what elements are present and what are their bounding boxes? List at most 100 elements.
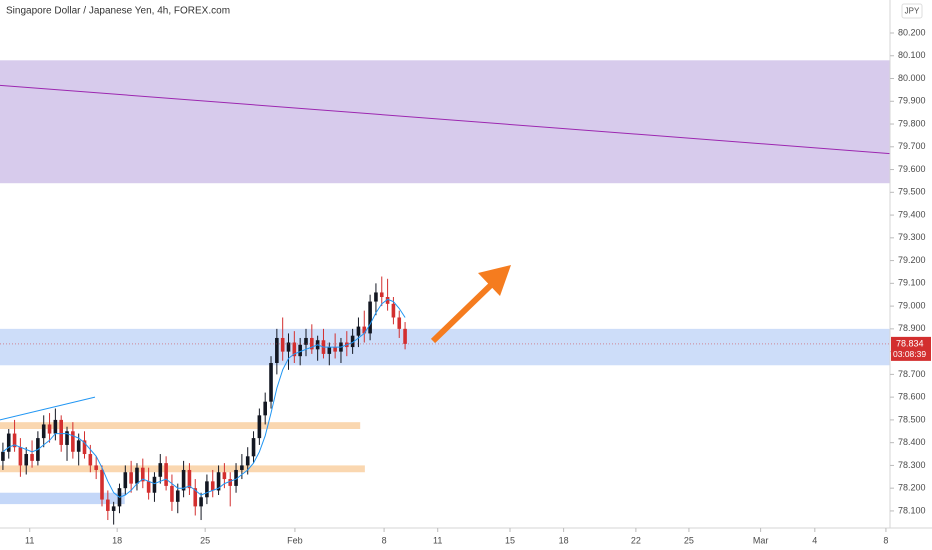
y-tick-label: 79.900 [898, 96, 926, 106]
y-tick-label: 78.500 [898, 414, 926, 424]
candle-body [175, 490, 180, 502]
candle-body [385, 297, 390, 304]
y-tick-label: 79.400 [898, 209, 926, 219]
candle-body [356, 326, 361, 336]
moving-average [2, 298, 406, 498]
trend-line [0, 84, 891, 155]
x-tick-label: 18 [112, 535, 122, 545]
y-tick-label: 79.100 [898, 278, 926, 288]
price-zone [0, 422, 361, 429]
candle-body [1, 451, 5, 461]
candle-body [275, 337, 279, 363]
candle-body [292, 342, 297, 357]
candle-body [47, 424, 52, 434]
y-tick-label: 79.300 [898, 232, 926, 242]
candle-body [368, 301, 372, 334]
y-tick-label: 78.200 [898, 483, 926, 493]
x-tick-label: 8 [382, 535, 387, 545]
price-zone [0, 465, 365, 473]
projection-arrow [430, 265, 511, 344]
y-tick-label: 78.300 [898, 460, 926, 470]
candle-body [257, 415, 262, 439]
candle-body [71, 431, 75, 452]
candle-body [41, 424, 46, 439]
candle-body [205, 481, 209, 498]
price-zone [0, 328, 890, 366]
x-tick-label: 22 [631, 535, 641, 545]
candle-body [391, 303, 396, 318]
candle-body [152, 476, 157, 493]
candle-body [298, 344, 302, 357]
candle-body [65, 431, 69, 445]
candle-body [350, 335, 355, 348]
y-tick-label: 79.200 [898, 255, 926, 265]
candle-body [100, 469, 104, 500]
candle-body [59, 419, 63, 445]
candle-body [280, 337, 285, 352]
candle-body [18, 447, 23, 466]
candle-body [269, 363, 273, 402]
candle-body [30, 454, 34, 461]
x-tick-label: 11 [433, 535, 442, 545]
x-tick-label: Feb [287, 535, 303, 545]
y-tick-label: 79.800 [898, 118, 926, 128]
y-tick-label: 79.600 [898, 164, 926, 174]
candle-body [286, 342, 291, 352]
candle-body [222, 472, 227, 480]
trend-line [0, 396, 96, 421]
price-zone [0, 60, 890, 184]
candle-body [304, 337, 308, 345]
candle-body [111, 506, 116, 511]
candle-body [24, 454, 29, 466]
y-tick-label: 78.400 [898, 437, 926, 447]
candle-body [12, 433, 17, 448]
candle-body [129, 472, 133, 484]
candle-body [6, 433, 11, 452]
chart-title: Singapore Dollar / Japanese Yen, 4h, FOR… [6, 6, 230, 17]
x-tick-label: 4 [812, 535, 817, 545]
candle-body [187, 469, 192, 489]
y-tick-label: 78.600 [898, 392, 926, 402]
candle-body [123, 472, 128, 489]
countdown-label: 03:08:39 [893, 349, 926, 359]
y-tick-label: 78.100 [898, 505, 926, 515]
candle-body [245, 456, 250, 466]
candle-body [310, 337, 314, 350]
candle-body [333, 347, 337, 352]
candle-body [327, 347, 332, 354]
y-tick-label: 79.700 [898, 141, 926, 151]
candle-body [251, 438, 256, 457]
candle-body [135, 467, 139, 484]
last-price-label: 78.834 [896, 338, 924, 348]
y-tick-label: 78.700 [898, 369, 926, 379]
candle-body [106, 499, 110, 511]
x-tick-label: Mar [753, 535, 769, 545]
currency-badge[interactable] [901, 3, 923, 19]
arrow-head [478, 265, 511, 296]
x-tick-label: 8 [883, 535, 888, 545]
candle-body [53, 419, 58, 434]
candle-body [164, 463, 168, 486]
candle-body [94, 465, 98, 470]
x-tick-label: 18 [559, 535, 569, 545]
candle-body [379, 292, 384, 297]
x-tick-label: 25 [200, 535, 210, 545]
candle-body [199, 497, 203, 507]
arrow-shaft [430, 281, 495, 344]
currency-label[interactable]: JPY [905, 7, 920, 16]
y-tick-label: 80.000 [898, 73, 926, 83]
candle-body [158, 463, 163, 477]
x-tick-label: 25 [684, 535, 694, 545]
candle-body [263, 401, 267, 416]
candle-body [82, 440, 87, 455]
candle-body [240, 465, 244, 470]
x-tick-label: 11 [25, 535, 34, 545]
candle-body [374, 292, 378, 302]
candle-body [216, 472, 221, 491]
candle-body [228, 479, 233, 486]
price-zone [0, 492, 125, 505]
candle-body [140, 467, 145, 482]
y-tick-label: 79.000 [898, 300, 926, 310]
